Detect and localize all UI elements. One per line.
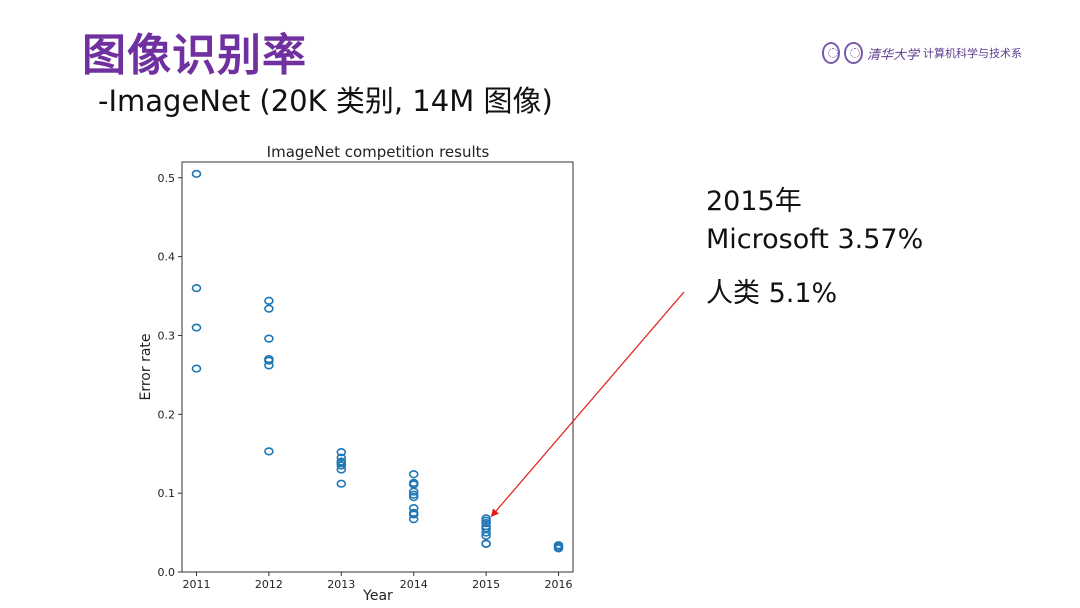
university-logo: 清华大学 计算机科学与技术系 <box>822 40 1022 66</box>
y-tick-label: 0.2 <box>158 408 176 421</box>
y-tick-label: 0.5 <box>158 172 176 185</box>
university-seal-icon <box>822 42 841 64</box>
data-point <box>336 453 347 462</box>
x-tick-label: 2016 <box>545 578 573 591</box>
slide-title: 图像识别率 <box>82 30 307 81</box>
data-point <box>408 490 419 499</box>
data-point <box>264 334 274 343</box>
annotation-year: 2015年 <box>706 186 802 217</box>
x-tick-label: 2012 <box>255 578 283 591</box>
y-tick-label: 0.4 <box>158 251 176 264</box>
data-point <box>481 528 491 537</box>
x-tick-label: 2015 <box>472 578 500 591</box>
data-point <box>408 470 419 479</box>
data-point <box>481 519 491 528</box>
data-point <box>191 284 202 293</box>
data-point <box>336 465 347 474</box>
data-point <box>264 361 274 370</box>
logo-department-name: 计算机科学与技术系 <box>922 47 1022 60</box>
data-point <box>408 510 419 519</box>
data-point <box>264 356 274 365</box>
data-point <box>336 479 347 488</box>
annotation-microsoft-error: Microsoft 3.57% <box>706 224 924 255</box>
data-point <box>408 492 419 502</box>
chart-title: ImageNet competition results <box>267 143 490 161</box>
data-point <box>481 514 491 523</box>
data-point <box>481 516 491 525</box>
annotation-human-error: 人类 5.1% <box>706 278 838 309</box>
x-tick-label: 2011 <box>182 578 210 591</box>
data-point <box>408 515 419 524</box>
x-axis: 2011 2012 2013 2014 2015 2016 <box>182 572 573 591</box>
data-points <box>191 169 564 553</box>
data-point <box>191 169 202 178</box>
y-tick-label: 0.1 <box>158 487 176 500</box>
department-seal-icon <box>844 42 863 64</box>
data-point <box>264 304 274 313</box>
data-point <box>481 539 491 548</box>
y-tick-label: 0.3 <box>158 329 176 342</box>
y-axis: 0.0 0.1 0.2 0.3 0.4 0.5 <box>158 172 182 579</box>
data-point <box>336 461 347 470</box>
logo-university-name: 清华大学 <box>866 47 919 63</box>
plot-frame <box>181 161 574 573</box>
data-point <box>481 531 491 540</box>
data-point <box>264 296 274 305</box>
data-point <box>264 447 274 456</box>
x-tick-label: 2014 <box>400 578 428 591</box>
x-axis-label: Year <box>362 588 393 604</box>
y-axis-label: Error rate <box>138 333 154 400</box>
x-tick-label: 2013 <box>327 578 355 591</box>
data-point <box>553 544 564 553</box>
slide-subtitle: -ImageNet (20K 类别, 14M 图像) <box>98 84 553 118</box>
data-point <box>191 323 202 332</box>
data-point <box>408 487 419 496</box>
data-point <box>336 448 347 457</box>
data-point <box>191 364 202 373</box>
y-tick-label: 0.0 <box>158 566 176 579</box>
callout-arrow <box>490 291 685 518</box>
